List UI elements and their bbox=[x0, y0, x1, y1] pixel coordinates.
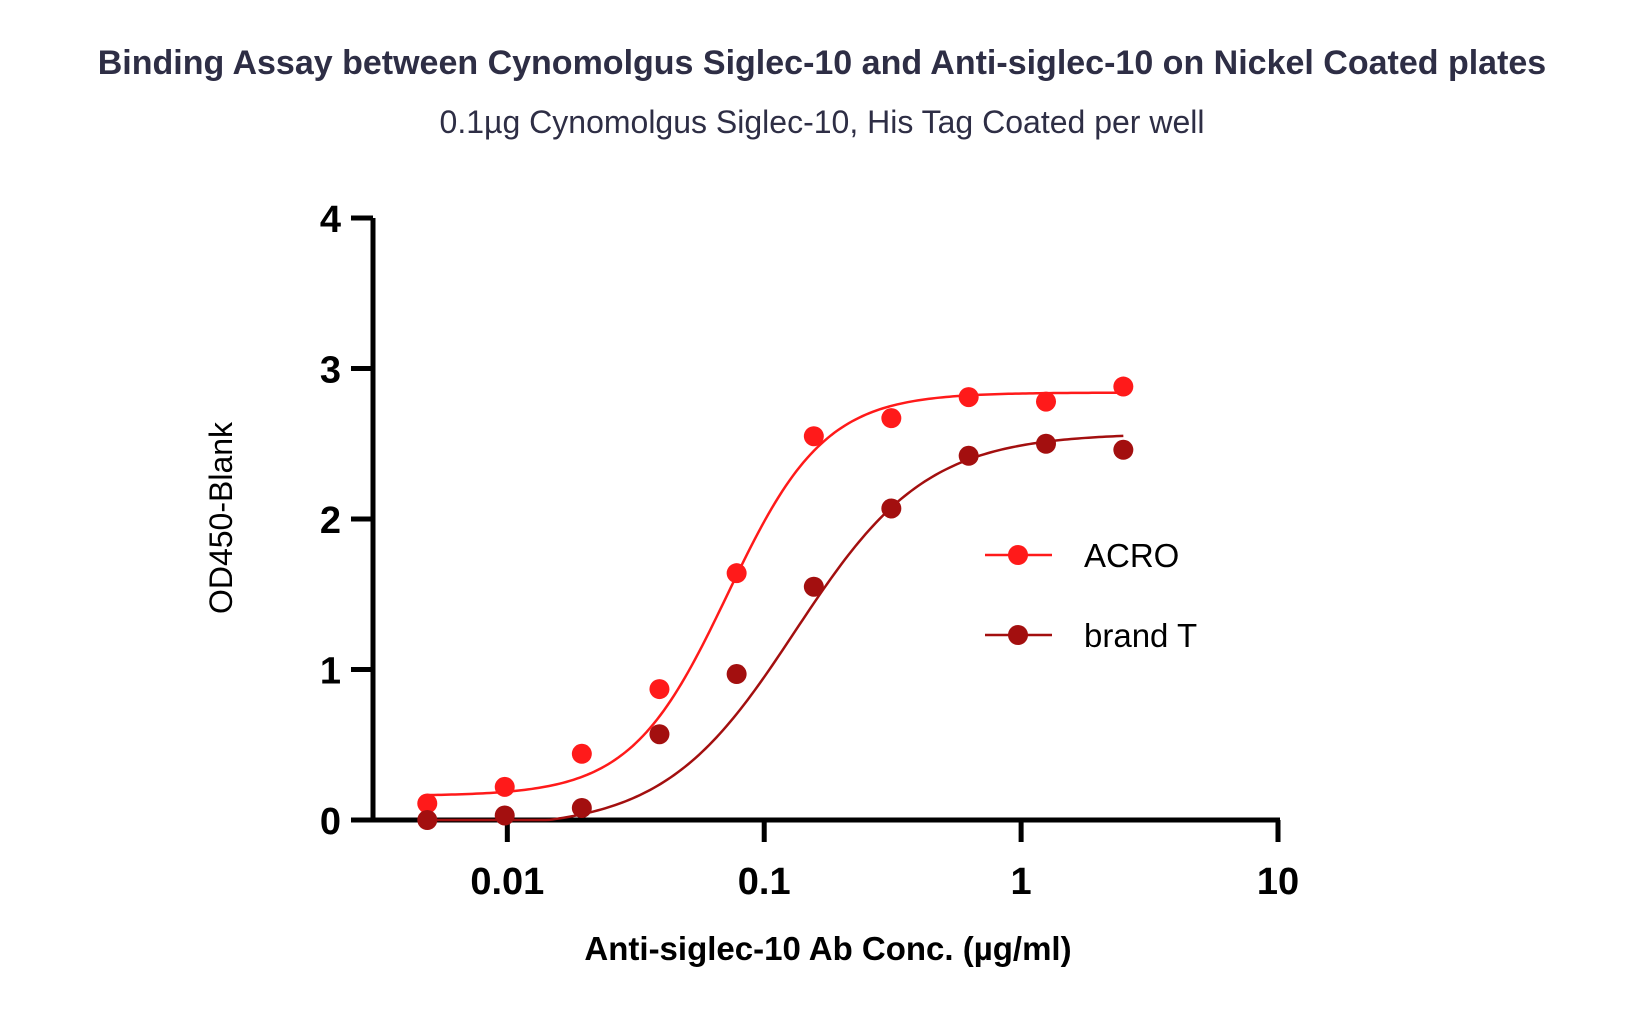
axes: 0 1 2 3 4 0.01 0.1 1 10 bbox=[320, 199, 1299, 903]
data-point-brand-t bbox=[803, 576, 824, 597]
y-tick-label: 4 bbox=[320, 199, 341, 241]
data-point-brand-t bbox=[417, 810, 438, 830]
data-point-acro bbox=[958, 387, 979, 408]
y-tick-label: 1 bbox=[320, 651, 341, 693]
data-point-acro bbox=[726, 563, 747, 584]
y-tick-label: 2 bbox=[320, 500, 341, 542]
data-point-acro bbox=[1113, 376, 1134, 397]
data-point-acro bbox=[803, 426, 824, 447]
legend: ACRO brand T bbox=[985, 537, 1197, 654]
data-point-acro bbox=[649, 679, 670, 700]
data-point-acro bbox=[1036, 391, 1057, 412]
data-point-brand-t bbox=[1036, 433, 1057, 454]
data-point-brand-t bbox=[571, 797, 592, 818]
y-axis-label: OD450-Blank bbox=[203, 421, 239, 614]
fit-curve-acro bbox=[427, 391, 1124, 797]
data-point-brand-t bbox=[1113, 439, 1134, 460]
data-point-brand-t bbox=[958, 445, 979, 466]
fit-curves bbox=[427, 391, 1124, 822]
x-tick-label: 0.1 bbox=[738, 861, 791, 903]
chart-title: Binding Assay between Cynomolgus Siglec-… bbox=[97, 44, 1547, 82]
data-point-brand-t bbox=[881, 498, 902, 519]
data-point-brand-t bbox=[649, 724, 670, 745]
x-tick-label: 10 bbox=[1257, 861, 1299, 903]
legend-marker bbox=[1008, 625, 1028, 645]
y-tick-label: 0 bbox=[320, 801, 341, 843]
data-points bbox=[417, 376, 1134, 830]
fit-curve-brand-t bbox=[427, 434, 1124, 822]
data-point-acro bbox=[881, 408, 902, 429]
x-tick-label: 1 bbox=[1011, 861, 1032, 903]
data-point-brand-t bbox=[726, 664, 747, 685]
x-axis-label: Anti-siglec-10 Ab Conc. (µg/ml) bbox=[584, 930, 1071, 967]
data-point-acro bbox=[417, 793, 438, 814]
legend-marker bbox=[1008, 545, 1028, 565]
legend-label: ACRO bbox=[1084, 537, 1179, 574]
x-tick-label: 0.01 bbox=[470, 861, 544, 903]
chart-subtitle: 0.1µg Cynomolgus Siglec-10, His Tag Coat… bbox=[439, 104, 1205, 140]
y-tick-label: 3 bbox=[320, 350, 341, 392]
data-point-brand-t bbox=[494, 805, 515, 826]
legend-label: brand T bbox=[1084, 617, 1197, 654]
data-point-acro bbox=[571, 743, 592, 764]
data-point-acro bbox=[494, 776, 515, 797]
